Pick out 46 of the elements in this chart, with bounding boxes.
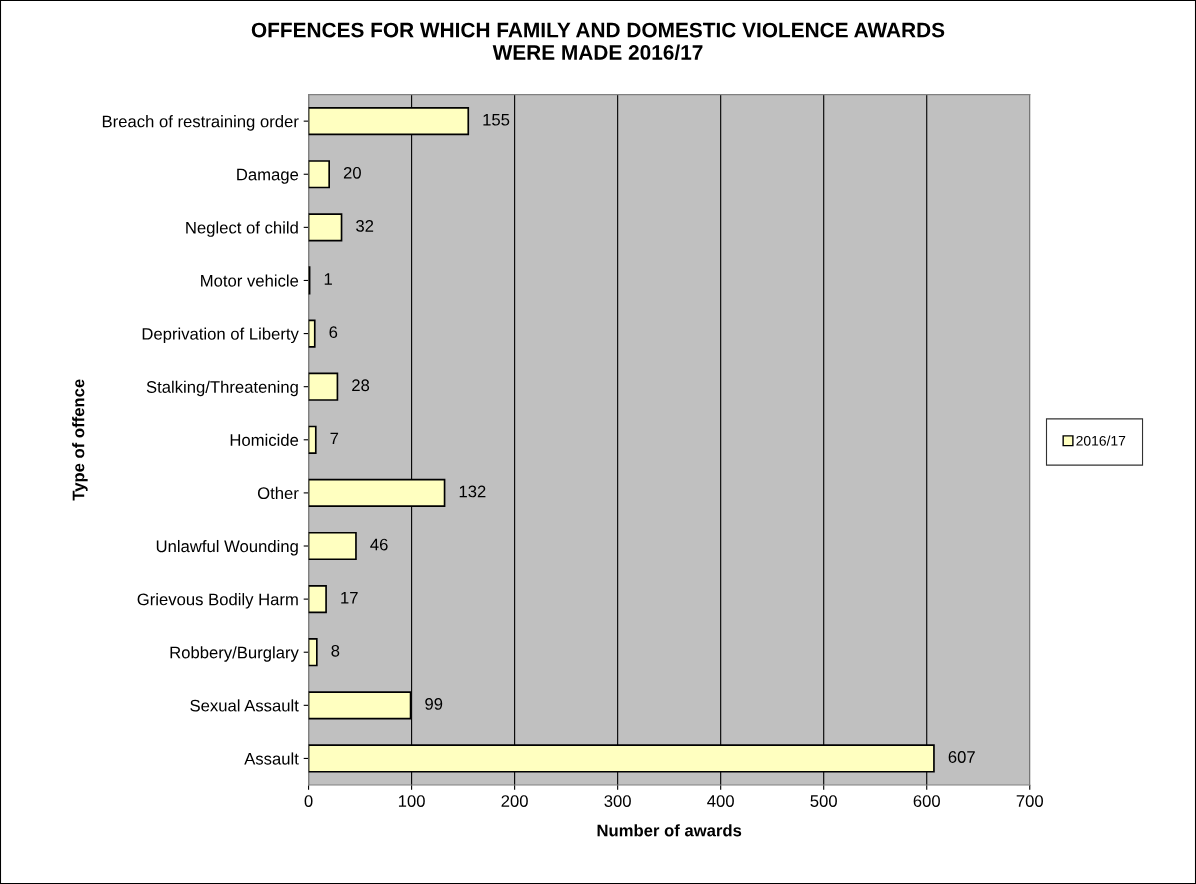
data-label: 1 [324,273,332,285]
bar [308,319,316,348]
y-tick-label: Sexual Assault [190,699,299,712]
x-tick-label: 200 [501,795,528,807]
chart-title: OFFENCES FOR WHICH FAMILY AND DOMESTIC VIOLENCE AWARDS WERE MADE 2016/17 [251,22,945,61]
bar [308,160,331,189]
y-tick-label: Other [257,486,299,500]
y-tick-label: Homicide [230,433,299,446]
y-tick-label: Grievous Bodily Harm [137,593,298,609]
data-label: 7 [330,432,339,445]
data-label: 46 [370,538,388,551]
x-tick-label: 700 [1016,795,1044,807]
y-tick-label: Deprivation of Liberty [142,327,299,344]
x-tick-label: 500 [810,795,837,807]
bar [308,638,318,667]
y-tick-label: Assault [244,752,299,765]
y-tick-label: Neglect of child [186,221,298,237]
y-tick-label: Stalking/Threatening [146,380,298,397]
bar [308,372,339,401]
bar [308,213,343,242]
data-label: 32 [356,220,374,232]
data-label: 8 [331,644,340,657]
x-tick-label: 0 [304,795,313,807]
x-axis-title: Number of awards [597,824,742,837]
data-label: 99 [425,698,443,710]
data-label: 155 [483,113,510,126]
data-label: 607 [948,751,975,763]
x-tick-label: 400 [707,795,734,807]
x-tick-label: 100 [398,795,425,807]
data-label: 132 [459,485,486,498]
x-tick-label: 600 [913,795,940,807]
data-label: 28 [352,379,370,392]
bar [308,585,327,614]
legend-label: 2016/17 [1076,435,1126,446]
y-tick-label: Robbery/Burglary [170,646,299,662]
y-tick-label: Breach of restraining order [102,115,299,131]
bar [308,425,317,454]
data-label: 17 [341,591,358,604]
y-tick-label: Unlawful Wounding [156,539,298,556]
y-tick-label: Damage [237,168,299,184]
data-label: 6 [329,326,338,339]
bar [308,531,357,561]
y-axis-title: Type of offence [72,379,88,501]
data-label: 20 [343,166,361,179]
x-tick-label: 300 [604,795,631,807]
y-tick-label: Motor vehicle [201,274,299,287]
